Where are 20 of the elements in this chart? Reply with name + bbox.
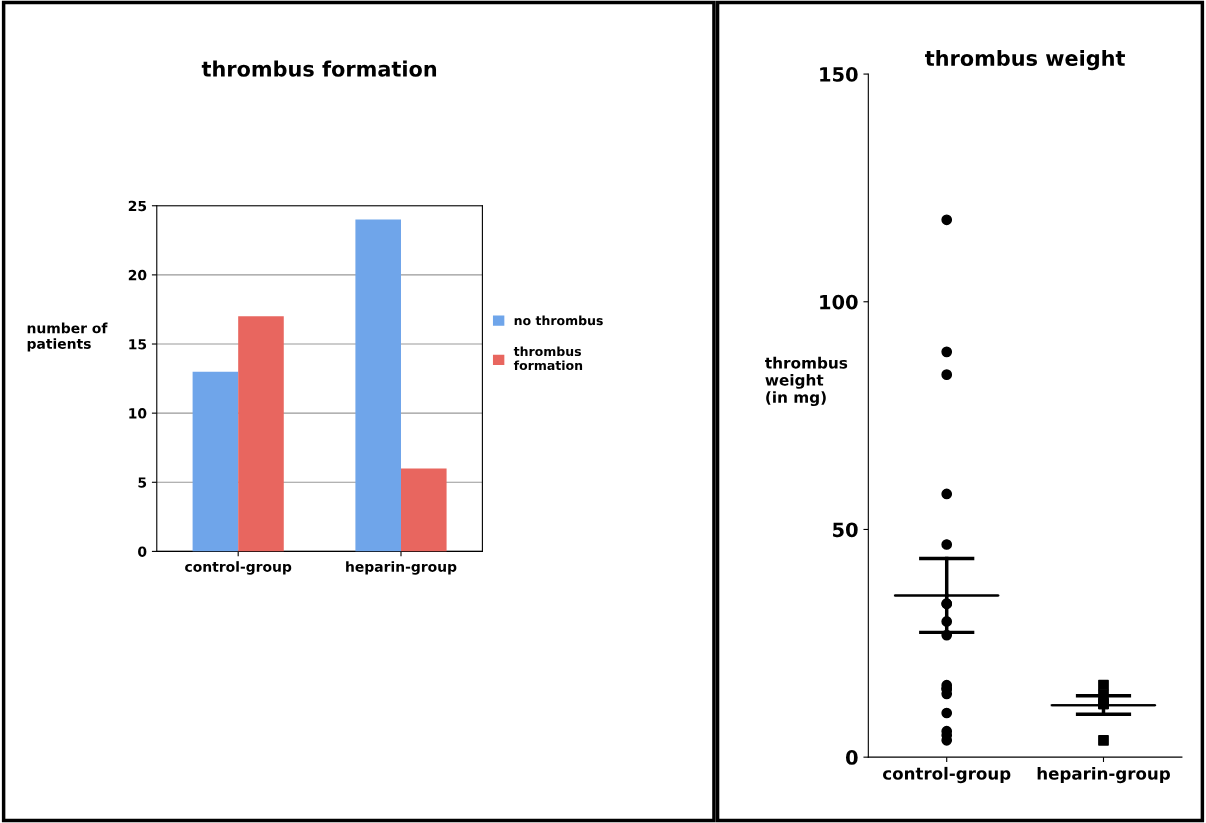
y-tick-label: 0 xyxy=(138,546,147,557)
y-axis-title: number of patients xyxy=(27,322,108,352)
y-tick-label: 15 xyxy=(129,339,147,350)
y-tick-label: 150 xyxy=(820,67,858,82)
y-tick-label: 20 xyxy=(128,269,147,281)
y-tick-label: 10 xyxy=(129,408,147,419)
y-tick-label: 25 xyxy=(128,200,147,212)
legend-label: no thrombus xyxy=(514,315,603,326)
x-tick-label: heparin-group xyxy=(346,561,457,575)
y-tick-label: 5 xyxy=(138,477,147,488)
y-tick-label: 0 xyxy=(846,750,858,765)
y-axis-title: thrombus weight (in mg) xyxy=(765,356,848,407)
y-tick-label: 50 xyxy=(833,522,858,538)
x-tick-label: heparin-group xyxy=(1037,766,1170,784)
chart-title: thrombus formation xyxy=(201,60,437,77)
y-tick-label: 100 xyxy=(820,294,858,310)
x-tick-label: control-group xyxy=(185,561,292,575)
x-tick-label: control-group xyxy=(883,766,1011,784)
legend-label: thrombus formation xyxy=(513,346,583,371)
chart-title: thrombus weight xyxy=(925,49,1125,71)
